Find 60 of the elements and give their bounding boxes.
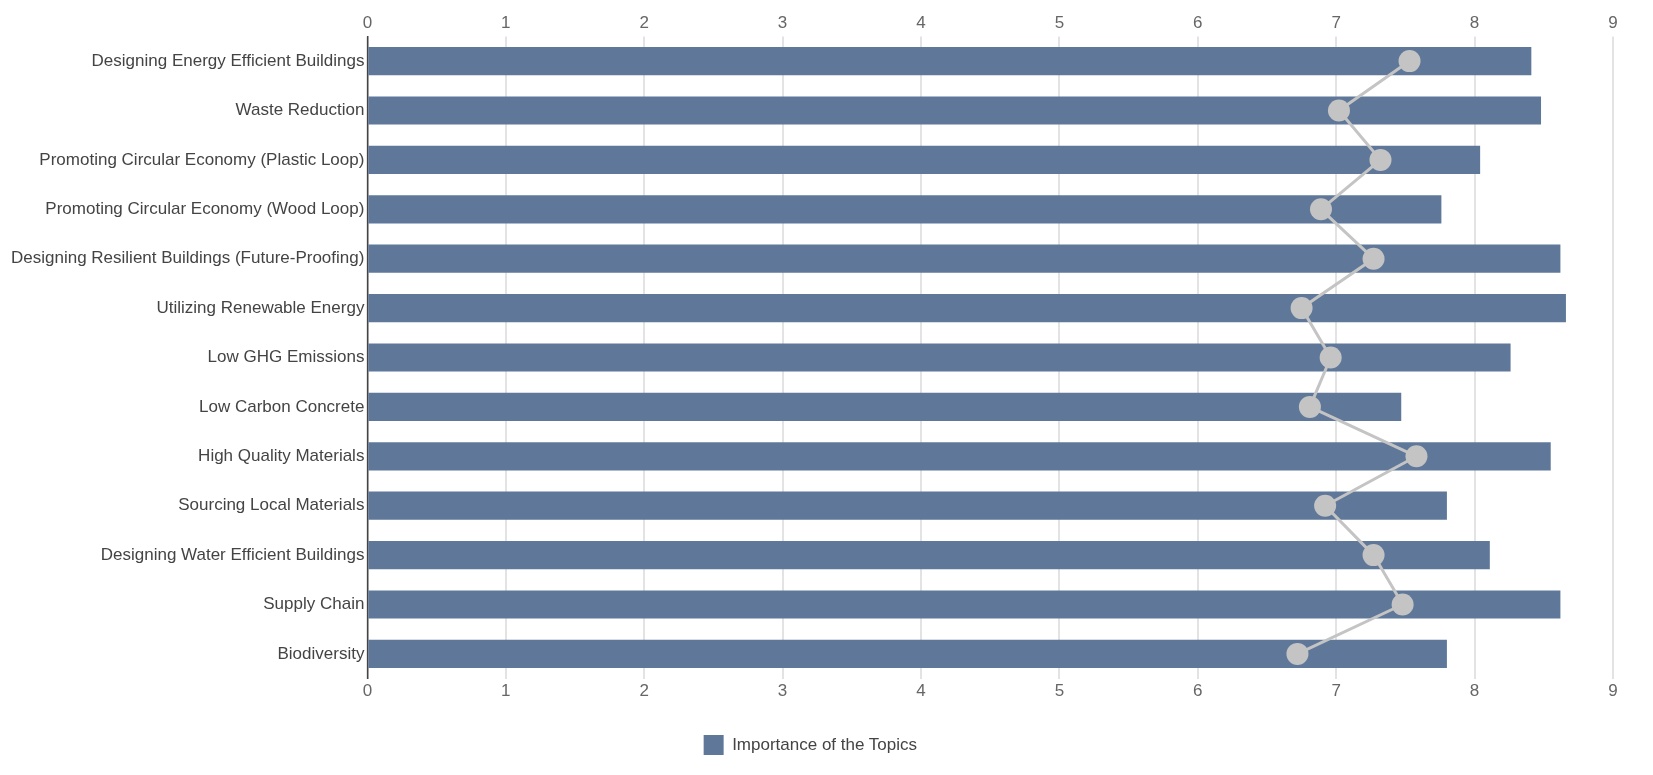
x-tick-label: 4: [916, 681, 926, 701]
x-tick-label: 5: [1054, 681, 1065, 701]
x2-tick-label: 0: [362, 12, 373, 32]
point: [1391, 593, 1414, 616]
bar: [368, 491, 1447, 520]
y-tick-label: Promoting Circular Economy (Plastic Loop): [39, 149, 365, 169]
point: [1290, 297, 1313, 320]
x-tick-label: 2: [639, 681, 649, 701]
bar: [368, 195, 1442, 224]
y-tick-label: Utilizing Renewable Energy: [156, 297, 365, 317]
x2-tick-label: 4: [916, 12, 926, 32]
x2-tick-label: 8: [1469, 12, 1480, 32]
point: [1362, 247, 1385, 270]
point: [1314, 494, 1337, 517]
point: [1362, 544, 1385, 567]
point: [1327, 99, 1350, 122]
point: [1398, 50, 1421, 73]
point: [1319, 346, 1342, 369]
x-tick-label: 8: [1469, 681, 1480, 701]
bar: [368, 47, 1532, 76]
x2-tick-label: 2: [639, 12, 649, 32]
x2-tick-label: 6: [1193, 12, 1203, 32]
y-tick-label: Biodiversity: [277, 643, 365, 663]
y-tick-label: Supply Chain: [263, 594, 365, 614]
x2-tick-label: 5: [1054, 12, 1065, 32]
bar: [368, 294, 1566, 323]
y-tick-label: Waste Reduction: [235, 100, 365, 120]
y-tick-label: High Quality Materials: [198, 445, 365, 465]
point: [1309, 198, 1332, 221]
y-tick-label: Low Carbon Concrete: [199, 396, 365, 416]
y-tick-label: Designing Water Efficient Buildings: [100, 544, 365, 564]
y-tick-label: Promoting Circular Economy (Wood Loop): [45, 198, 365, 218]
bar: [368, 343, 1511, 372]
y-tick-label: Low GHG Emissions: [207, 347, 365, 367]
x2-tick-label: 1: [501, 12, 511, 32]
point: [1298, 395, 1321, 418]
bar: [368, 96, 1542, 125]
point: [1286, 642, 1309, 665]
x-tick-label: 3: [777, 681, 788, 701]
point: [1405, 445, 1428, 468]
y-tick-label: Designing Energy Efficient Buildings: [91, 50, 365, 70]
bar: [368, 244, 1561, 273]
x-tick-label: 1: [501, 681, 511, 701]
bar: [368, 145, 1481, 174]
bar: [368, 541, 1490, 570]
x2-tick-label: 7: [1331, 12, 1341, 32]
y-tick-label: Sourcing Local Materials: [178, 495, 365, 515]
bar: [368, 442, 1551, 471]
bar: [368, 392, 1402, 421]
bar: [368, 590, 1561, 619]
x2-tick-label: 9: [1608, 12, 1618, 32]
x-tick-label: 9: [1608, 681, 1618, 701]
x-tick-label: 7: [1331, 681, 1341, 701]
x-tick-label: 6: [1193, 681, 1203, 701]
bar: [368, 639, 1447, 668]
y-tick-label: Designing Resilient Buildings (Future-Proofing): [11, 248, 365, 268]
legend-label: Importance of the Topics: [732, 734, 918, 754]
point: [1369, 148, 1392, 171]
x2-tick-label: 3: [777, 12, 788, 32]
x-tick-label: 0: [362, 681, 373, 701]
